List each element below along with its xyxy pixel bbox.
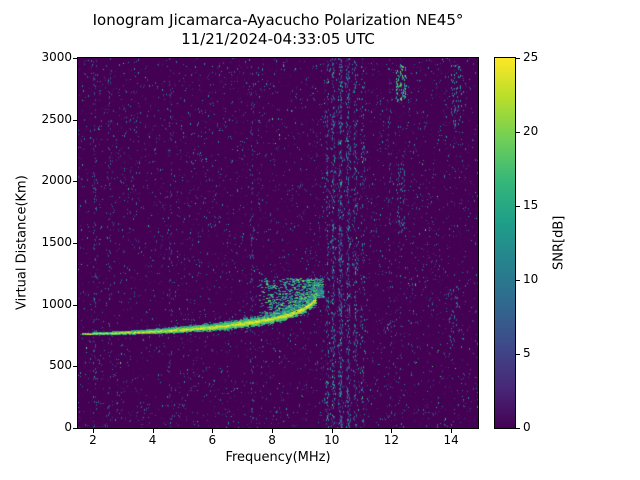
y-tick-label: 3000 — [41, 50, 72, 64]
x-tick-mark — [212, 429, 214, 433]
y-axis-label: Virtual Distance(Km) — [14, 175, 30, 311]
x-tick-label: 6 — [208, 433, 217, 447]
chart-title: Ionogram Jicamarca-Ayacucho Polarization… — [92, 11, 464, 29]
x-tick-label: 4 — [148, 433, 157, 447]
y-tick-mark — [73, 366, 77, 368]
y-tick-label: 2000 — [41, 173, 72, 188]
colorbar-tick-label: 25 — [523, 50, 539, 64]
colorbar-tick-label: 0 — [523, 420, 531, 434]
x-tick-label: 8 — [268, 433, 276, 447]
x-tick-mark — [391, 429, 393, 433]
y-tick-mark — [73, 304, 77, 306]
colorbar-tick-mark — [516, 132, 520, 133]
colorbar-tick-mark — [516, 428, 520, 429]
x-tick-mark — [272, 429, 274, 433]
colorbar-gradient — [494, 57, 516, 429]
y-tick-label: 1000 — [41, 296, 72, 311]
y-tick-mark — [73, 119, 77, 121]
colorbar-label: SNR[dB] — [551, 215, 567, 271]
ionogram-heatmap — [78, 58, 478, 428]
colorbar-tick-label: 20 — [523, 124, 539, 138]
y-tick-mark — [73, 428, 77, 429]
y-tick-mark — [73, 58, 77, 59]
x-tick-label: 2 — [89, 433, 97, 447]
colorbar-tick-mark — [516, 58, 520, 59]
x-tick-mark — [92, 429, 94, 433]
x-tick-mark — [451, 429, 453, 433]
colorbar-tick-mark — [516, 280, 520, 281]
chart-subtitle: 11/21/2024-04:33:05 UTC — [181, 30, 375, 48]
colorbar-tick-mark — [516, 206, 520, 207]
y-tick-mark — [73, 243, 77, 244]
x-tick-mark — [331, 429, 333, 433]
y-tick-mark — [73, 181, 77, 183]
x-axis-label: Frequency(MHz) — [225, 450, 331, 465]
y-tick-label: 0 — [64, 420, 72, 434]
y-tick-label: 2500 — [41, 111, 72, 126]
colorbar-tick-label: 5 — [523, 346, 531, 360]
colorbar-tick-label: 10 — [523, 272, 539, 286]
x-tick-label: 10 — [324, 433, 340, 447]
y-tick-label: 1500 — [41, 235, 72, 249]
colorbar-tick-label: 15 — [523, 198, 539, 212]
x-tick-label: 14 — [443, 433, 459, 447]
x-tick-label: 12 — [383, 433, 400, 447]
plot-frame — [77, 57, 479, 429]
y-tick-label: 500 — [49, 358, 72, 373]
colorbar-tick-mark — [516, 354, 520, 355]
x-tick-mark — [152, 429, 154, 433]
